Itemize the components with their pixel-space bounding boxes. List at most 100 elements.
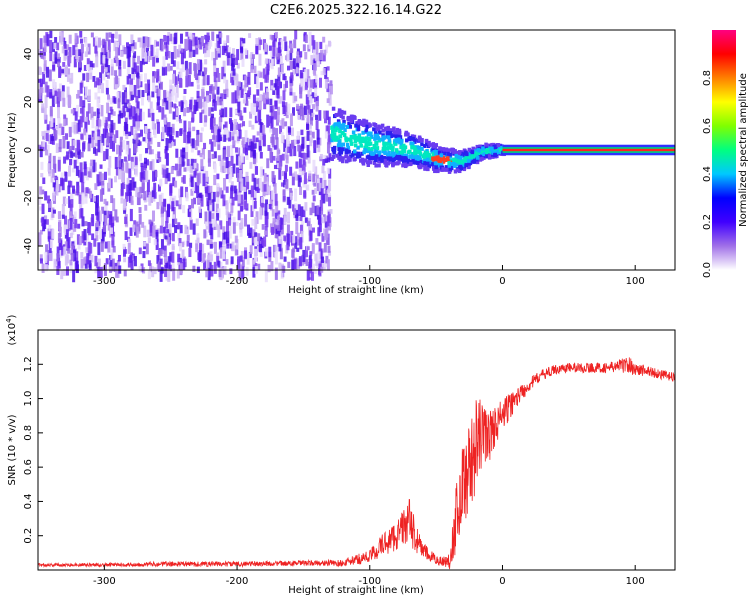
spectrogram-cell <box>126 68 130 80</box>
spectrogram-cell <box>409 161 413 166</box>
spectrogram-cell <box>415 160 420 165</box>
spectrogram-cell <box>158 194 162 206</box>
spectrogram-cell <box>219 187 223 195</box>
spectrogram-cell <box>72 152 76 157</box>
figure-title: C2E6.2025.322.16.14.G22 <box>270 3 442 18</box>
spectrogram-cell <box>311 189 315 195</box>
spectrogram-cell <box>238 155 242 166</box>
spectrogram-cell <box>52 79 56 89</box>
spectrogram-cell <box>322 159 326 166</box>
spectrogram-cell <box>168 143 172 149</box>
spectrogram-cell <box>230 145 234 158</box>
spectrogram-cell <box>397 160 401 165</box>
spectrogram-cell <box>341 159 345 164</box>
spectrogram-cell <box>312 173 316 182</box>
spectrogram-cell <box>166 237 170 246</box>
spectrogram-cell <box>237 81 241 87</box>
spectrogram-cell <box>376 136 381 141</box>
spectrogram-cell <box>109 106 113 112</box>
spectrogram-cell <box>43 60 47 71</box>
spectrogram-cell <box>400 157 404 162</box>
spectrogram-cell <box>58 211 62 220</box>
spectrogram-cell <box>223 94 227 100</box>
spectrogram-cell <box>312 40 316 53</box>
spectrogram-cell <box>58 83 62 89</box>
spectrogram-cell <box>77 149 81 159</box>
spectrogram-cell <box>324 229 328 241</box>
spectrogram-cell <box>156 96 160 106</box>
spectrogram-cell <box>367 136 372 141</box>
spectrogram-cell <box>335 153 340 158</box>
spectrogram-cell <box>103 171 107 181</box>
spectrogram-cell <box>82 142 86 152</box>
spectrogram-cell <box>245 137 249 148</box>
spectrogram-cell <box>218 31 222 45</box>
spectrogram-cell <box>346 137 351 142</box>
spectrogram-cell <box>47 228 51 240</box>
spectrogram-cell <box>88 72 92 80</box>
spectrogram-cell <box>147 260 151 266</box>
spectrogram-cell <box>226 55 230 66</box>
spectrogram-cell <box>57 183 61 193</box>
spectrogram-cell <box>290 72 294 79</box>
spectrogram-cell <box>235 57 239 66</box>
spectrogram-cell <box>48 134 52 144</box>
spectrogram-cell <box>361 158 366 163</box>
spectrogram-cell <box>272 244 276 258</box>
spectrogram-cell <box>289 60 293 70</box>
spectrogram-cell <box>349 154 353 159</box>
spectrogram-cell <box>388 134 393 139</box>
spectrogram-cell <box>80 151 84 158</box>
spectrogram-cell <box>280 269 284 279</box>
spectrogram-cell <box>182 147 186 159</box>
spectrogram-cell <box>179 68 183 78</box>
spectrogram-cell <box>413 160 418 165</box>
spectrogram-cell <box>170 166 174 175</box>
spectrogram-cell <box>316 178 320 184</box>
spectrogram-cell <box>258 100 262 111</box>
spectrogram-cell <box>185 31 189 37</box>
spectrogram-cell <box>481 146 485 151</box>
spectrogram-cell <box>136 101 140 110</box>
spectrogram-cell <box>457 151 461 156</box>
spectrogram-cell <box>116 77 120 87</box>
spectrogram-cell <box>108 32 112 38</box>
spectrogram-cell <box>317 53 321 67</box>
spectrogram-cell <box>226 243 230 249</box>
spectrogram-cell <box>308 173 312 181</box>
spectrogram-cell <box>244 92 248 106</box>
spectrogram-cell <box>85 229 89 241</box>
spectrogram-cell <box>214 48 218 60</box>
spectrogram-cell <box>233 123 237 135</box>
spectrogram-cell <box>232 163 236 174</box>
spectrogram-cell <box>77 223 81 229</box>
spectrogram-cell <box>101 133 105 146</box>
spectrogram-cell <box>94 92 98 100</box>
spectrogram-cell <box>154 71 158 79</box>
spectrogram-cell <box>394 154 399 159</box>
spectrogram-cell <box>148 219 152 225</box>
spectrogram-cell <box>237 101 241 113</box>
spectrogram-cell <box>96 117 100 127</box>
spectrogram-cell <box>174 218 178 225</box>
spectrogram-cell <box>347 149 351 154</box>
spectrogram-cell <box>102 55 106 64</box>
colorbar-gradient <box>712 30 736 270</box>
spectrogram-cell <box>262 125 266 134</box>
spectrogram-cell <box>203 119 207 126</box>
spectrogram-cell <box>221 45 225 56</box>
spectrogram-cell <box>417 137 422 142</box>
spectrogram-cell <box>253 188 257 198</box>
spectrogram-cell <box>289 76 293 87</box>
spectrogram-cell <box>195 243 199 253</box>
spectrogram-cell <box>186 163 190 172</box>
spectrogram-cell <box>155 153 159 160</box>
spectrogram-cell <box>204 101 208 112</box>
spectrogram-cell <box>243 191 247 202</box>
spectrogram-cell <box>301 107 305 121</box>
spectrogram-cell <box>138 207 142 213</box>
spectrogram-cell <box>404 158 408 163</box>
spectrogram-cell <box>304 69 308 82</box>
spectrogram-cell <box>107 94 111 100</box>
spectrogram-cell <box>175 130 179 138</box>
